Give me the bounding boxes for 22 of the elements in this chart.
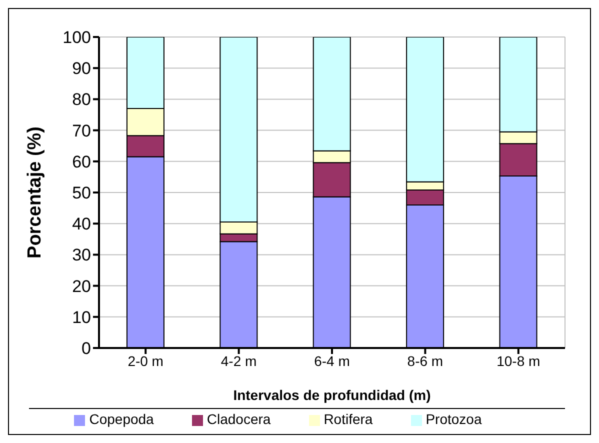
x-tick-label: 4-2 m: [220, 352, 257, 369]
legend-label: Cladocera: [206, 411, 271, 427]
legend-label: Copepoda: [89, 411, 154, 427]
y-tick-label: 80: [72, 90, 91, 110]
y-tick-label: 100: [62, 28, 91, 48]
x-tick-label: 2-0 m: [128, 352, 164, 369]
y-tick-label: 40: [72, 214, 91, 234]
y-tick-label: 30: [72, 246, 91, 265]
y-tick-label: 10: [72, 308, 91, 327]
y-tick-label: 50: [72, 184, 91, 203]
x-tick-label: 8-6 m: [407, 352, 444, 369]
legend-label: Protozoa: [426, 411, 482, 427]
x-tick-label: 6-4 m: [314, 352, 350, 369]
x-axis-title: Intervalos de profundidad (m): [233, 387, 431, 403]
legend-label: Rotifera: [324, 411, 373, 427]
y-tick-label: 20: [72, 276, 91, 296]
y-tick-label: 70: [72, 121, 91, 140]
y-tick-label: 0: [82, 339, 91, 358]
y-axis-title: Porcentaje (%): [24, 126, 46, 258]
x-tick-label: 10-8 m: [496, 352, 540, 369]
y-tick-label: 90: [72, 59, 91, 78]
y-tick-label: 60: [72, 152, 91, 172]
